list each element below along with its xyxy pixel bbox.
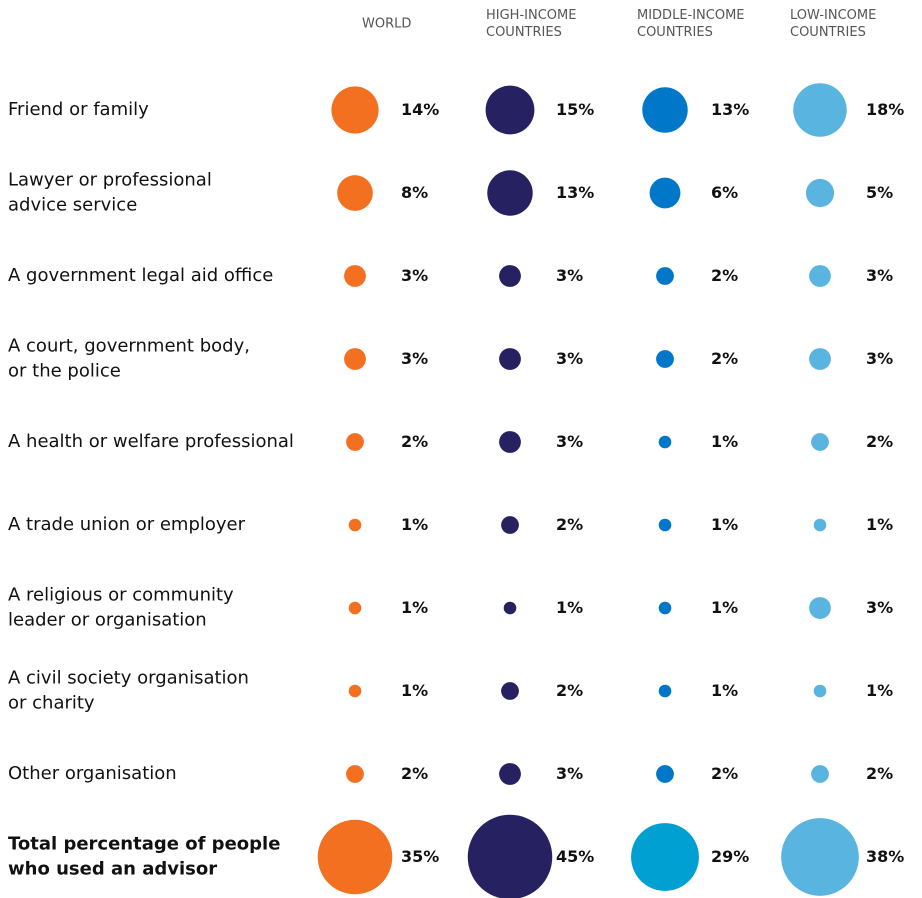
value-label: 8%: [401, 183, 428, 202]
value-label: 13%: [556, 183, 594, 202]
bubble: [658, 684, 672, 698]
bubble: [809, 265, 831, 287]
bubble: [346, 433, 364, 451]
value-label: 15%: [556, 100, 594, 119]
row-label: A court, government body, or the police: [8, 336, 250, 382]
bubble: [656, 765, 674, 783]
value-label: 3%: [556, 764, 583, 783]
value-label: 35%: [401, 847, 439, 866]
value-label: 3%: [556, 266, 583, 285]
bubble: [809, 597, 831, 619]
value-label: 2%: [711, 764, 738, 783]
column-header: WORLD: [362, 17, 411, 32]
value-label: 1%: [401, 598, 428, 617]
row-label: A civil society organisation or charity: [8, 668, 249, 714]
bubble: [487, 170, 533, 216]
value-label: 1%: [556, 598, 583, 617]
value-label: 2%: [556, 681, 583, 700]
bubble: [344, 348, 366, 370]
bubble: [793, 83, 847, 137]
column-header: HIGH-INCOME COUNTRIES: [486, 8, 576, 40]
row-label: A health or welfare professional: [8, 431, 294, 452]
row-label: Total percentage of people who used an ad…: [8, 834, 280, 880]
value-label: 2%: [711, 349, 738, 368]
bubble: [337, 175, 373, 211]
bubble: [658, 518, 672, 532]
bubble: [346, 765, 364, 783]
bubble: [631, 823, 699, 891]
bubble: [503, 601, 517, 615]
value-label: 45%: [556, 847, 594, 866]
value-label: 2%: [866, 764, 893, 783]
value-label: 13%: [711, 100, 749, 119]
value-label: 3%: [866, 349, 893, 368]
bubble: [813, 684, 827, 698]
value-label: 2%: [556, 515, 583, 534]
bubble: [501, 516, 519, 534]
value-label: 2%: [711, 266, 738, 285]
value-label: 14%: [401, 100, 439, 119]
bubble: [348, 601, 362, 615]
bubble: [781, 818, 859, 896]
value-label: 38%: [866, 847, 904, 866]
bubble: [348, 684, 362, 698]
bubble: [656, 267, 674, 285]
value-label: 5%: [866, 183, 893, 202]
value-label: 3%: [556, 349, 583, 368]
bubble: [813, 518, 827, 532]
bubble: [642, 87, 688, 133]
bubble: [811, 765, 829, 783]
bubble: [501, 682, 519, 700]
row-label: Lawyer or professional advice service: [8, 170, 212, 216]
bubble: [348, 518, 362, 532]
row-label: Friend or family: [8, 99, 149, 120]
bubble: [499, 431, 521, 453]
bubble: [649, 177, 681, 209]
value-label: 1%: [401, 681, 428, 700]
value-label: 1%: [711, 432, 738, 451]
bubble: [811, 433, 829, 451]
row-label: Other organisation: [8, 763, 177, 784]
column-header: MIDDLE-INCOME COUNTRIES: [637, 8, 745, 40]
bubble: [658, 435, 672, 449]
value-label: 29%: [711, 847, 749, 866]
value-label: 3%: [556, 432, 583, 451]
value-label: 2%: [401, 432, 428, 451]
value-label: 1%: [711, 681, 738, 700]
row-label: A government legal aid office: [8, 265, 273, 286]
row-label: A religious or community leader or organi…: [8, 585, 234, 631]
bubble: [344, 265, 366, 287]
column-header: LOW-INCOME COUNTRIES: [790, 8, 876, 40]
bubble: [467, 814, 553, 898]
bubble: [499, 265, 521, 287]
value-label: 3%: [401, 266, 428, 285]
value-label: 1%: [866, 515, 893, 534]
value-label: 6%: [711, 183, 738, 202]
bubble: [809, 348, 831, 370]
bubble: [317, 819, 393, 895]
value-label: 3%: [866, 266, 893, 285]
value-label: 1%: [711, 598, 738, 617]
value-label: 1%: [866, 681, 893, 700]
value-label: 1%: [401, 515, 428, 534]
row-label: A trade union or employer: [8, 514, 246, 535]
value-label: 3%: [866, 598, 893, 617]
bubble: [499, 763, 521, 785]
bubble: [656, 350, 674, 368]
value-label: 2%: [401, 764, 428, 783]
bubble: [485, 85, 535, 135]
bubble: [658, 601, 672, 615]
value-label: 2%: [866, 432, 893, 451]
bubble: [499, 348, 521, 370]
bubble: [805, 178, 835, 208]
value-label: 3%: [401, 349, 428, 368]
value-label: 1%: [711, 515, 738, 534]
bubble: [331, 86, 379, 134]
value-label: 18%: [866, 100, 904, 119]
